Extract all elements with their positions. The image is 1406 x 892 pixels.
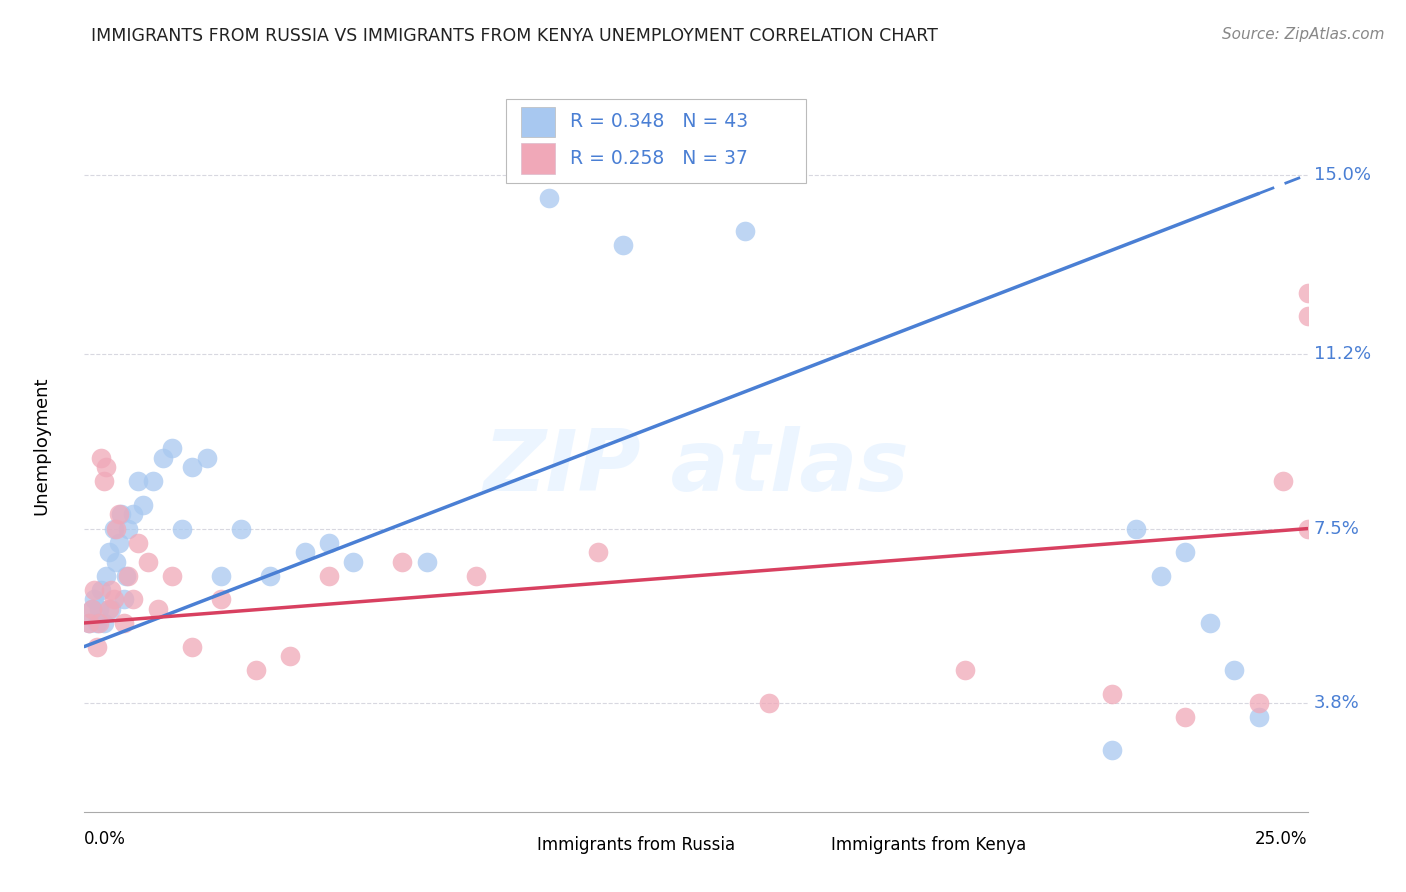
Point bbox=[1296, 285, 1319, 300]
Point bbox=[100, 602, 122, 616]
Point bbox=[612, 238, 634, 252]
Point bbox=[97, 545, 120, 559]
Point bbox=[122, 592, 145, 607]
Point bbox=[132, 498, 155, 512]
Point bbox=[107, 535, 129, 549]
Point bbox=[195, 450, 218, 465]
Point bbox=[1125, 522, 1147, 536]
Point bbox=[80, 602, 103, 616]
Point bbox=[127, 535, 149, 549]
Point bbox=[391, 555, 413, 569]
Point bbox=[1296, 522, 1319, 536]
Point bbox=[117, 522, 139, 536]
Point bbox=[586, 545, 609, 559]
Point bbox=[172, 522, 194, 536]
Point bbox=[112, 592, 135, 607]
FancyBboxPatch shape bbox=[488, 834, 524, 855]
Point bbox=[181, 460, 204, 475]
Point bbox=[110, 508, 132, 522]
Text: Immigrants from Kenya: Immigrants from Kenya bbox=[831, 836, 1026, 854]
Point bbox=[80, 602, 103, 616]
Point bbox=[112, 615, 135, 630]
Point bbox=[758, 696, 780, 710]
Point bbox=[77, 615, 100, 630]
Text: Unemployment: Unemployment bbox=[32, 376, 51, 516]
Point bbox=[259, 568, 281, 582]
Point bbox=[103, 592, 125, 607]
Text: 0.0%: 0.0% bbox=[84, 830, 127, 848]
Point bbox=[209, 592, 232, 607]
Point bbox=[103, 522, 125, 536]
Point bbox=[1247, 696, 1270, 710]
FancyBboxPatch shape bbox=[522, 144, 555, 174]
Point bbox=[83, 582, 105, 597]
Point bbox=[181, 640, 204, 654]
Point bbox=[83, 592, 105, 607]
Point bbox=[294, 545, 316, 559]
Point bbox=[162, 568, 184, 582]
Text: IMMIGRANTS FROM RUSSIA VS IMMIGRANTS FROM KENYA UNEMPLOYMENT CORRELATION CHART: IMMIGRANTS FROM RUSSIA VS IMMIGRANTS FRO… bbox=[91, 27, 938, 45]
Point bbox=[1296, 310, 1319, 324]
Point bbox=[953, 663, 976, 677]
Text: 25.0%: 25.0% bbox=[1256, 830, 1308, 848]
Point bbox=[229, 522, 252, 536]
Point bbox=[142, 475, 165, 489]
Point bbox=[93, 475, 115, 489]
Point bbox=[342, 555, 364, 569]
Point bbox=[1101, 743, 1123, 757]
Point bbox=[107, 508, 129, 522]
Point bbox=[209, 568, 232, 582]
Point bbox=[245, 663, 267, 677]
FancyBboxPatch shape bbox=[782, 834, 818, 855]
Point bbox=[278, 648, 301, 663]
Point bbox=[122, 508, 145, 522]
Point bbox=[96, 568, 118, 582]
Point bbox=[1174, 545, 1197, 559]
Point bbox=[100, 582, 122, 597]
Point bbox=[538, 191, 561, 205]
Point bbox=[1272, 475, 1295, 489]
Point bbox=[105, 555, 128, 569]
FancyBboxPatch shape bbox=[506, 99, 806, 183]
Point bbox=[734, 224, 756, 238]
Point bbox=[90, 450, 112, 465]
Point bbox=[1247, 710, 1270, 724]
Point bbox=[136, 555, 159, 569]
Text: 15.0%: 15.0% bbox=[1313, 166, 1371, 184]
Point bbox=[1223, 663, 1246, 677]
Text: Immigrants from Russia: Immigrants from Russia bbox=[537, 836, 735, 854]
Text: R = 0.258   N = 37: R = 0.258 N = 37 bbox=[569, 149, 748, 168]
Point bbox=[117, 568, 139, 582]
Point bbox=[416, 555, 439, 569]
Point bbox=[318, 535, 340, 549]
Text: Source: ZipAtlas.com: Source: ZipAtlas.com bbox=[1222, 27, 1385, 42]
Point bbox=[1174, 710, 1197, 724]
Point bbox=[146, 602, 169, 616]
Point bbox=[86, 640, 108, 654]
Point bbox=[90, 582, 112, 597]
Point bbox=[464, 568, 486, 582]
Text: 7.5%: 7.5% bbox=[1313, 519, 1360, 538]
Point bbox=[127, 475, 149, 489]
Point bbox=[1150, 568, 1173, 582]
Point bbox=[96, 460, 118, 475]
Point bbox=[1101, 687, 1123, 701]
Point bbox=[97, 602, 120, 616]
Point bbox=[87, 602, 110, 616]
Point bbox=[105, 522, 128, 536]
Text: 11.2%: 11.2% bbox=[1313, 345, 1371, 363]
Text: R = 0.348   N = 43: R = 0.348 N = 43 bbox=[569, 112, 748, 131]
Point bbox=[93, 615, 115, 630]
Point bbox=[77, 615, 100, 630]
Point bbox=[87, 615, 110, 630]
Point bbox=[115, 568, 138, 582]
FancyBboxPatch shape bbox=[522, 107, 555, 137]
Text: 3.8%: 3.8% bbox=[1313, 694, 1360, 712]
Point bbox=[1198, 615, 1220, 630]
Point bbox=[152, 450, 174, 465]
Text: ZIP atlas: ZIP atlas bbox=[484, 426, 908, 509]
Point bbox=[162, 442, 184, 456]
Point bbox=[86, 615, 108, 630]
Point bbox=[318, 568, 340, 582]
